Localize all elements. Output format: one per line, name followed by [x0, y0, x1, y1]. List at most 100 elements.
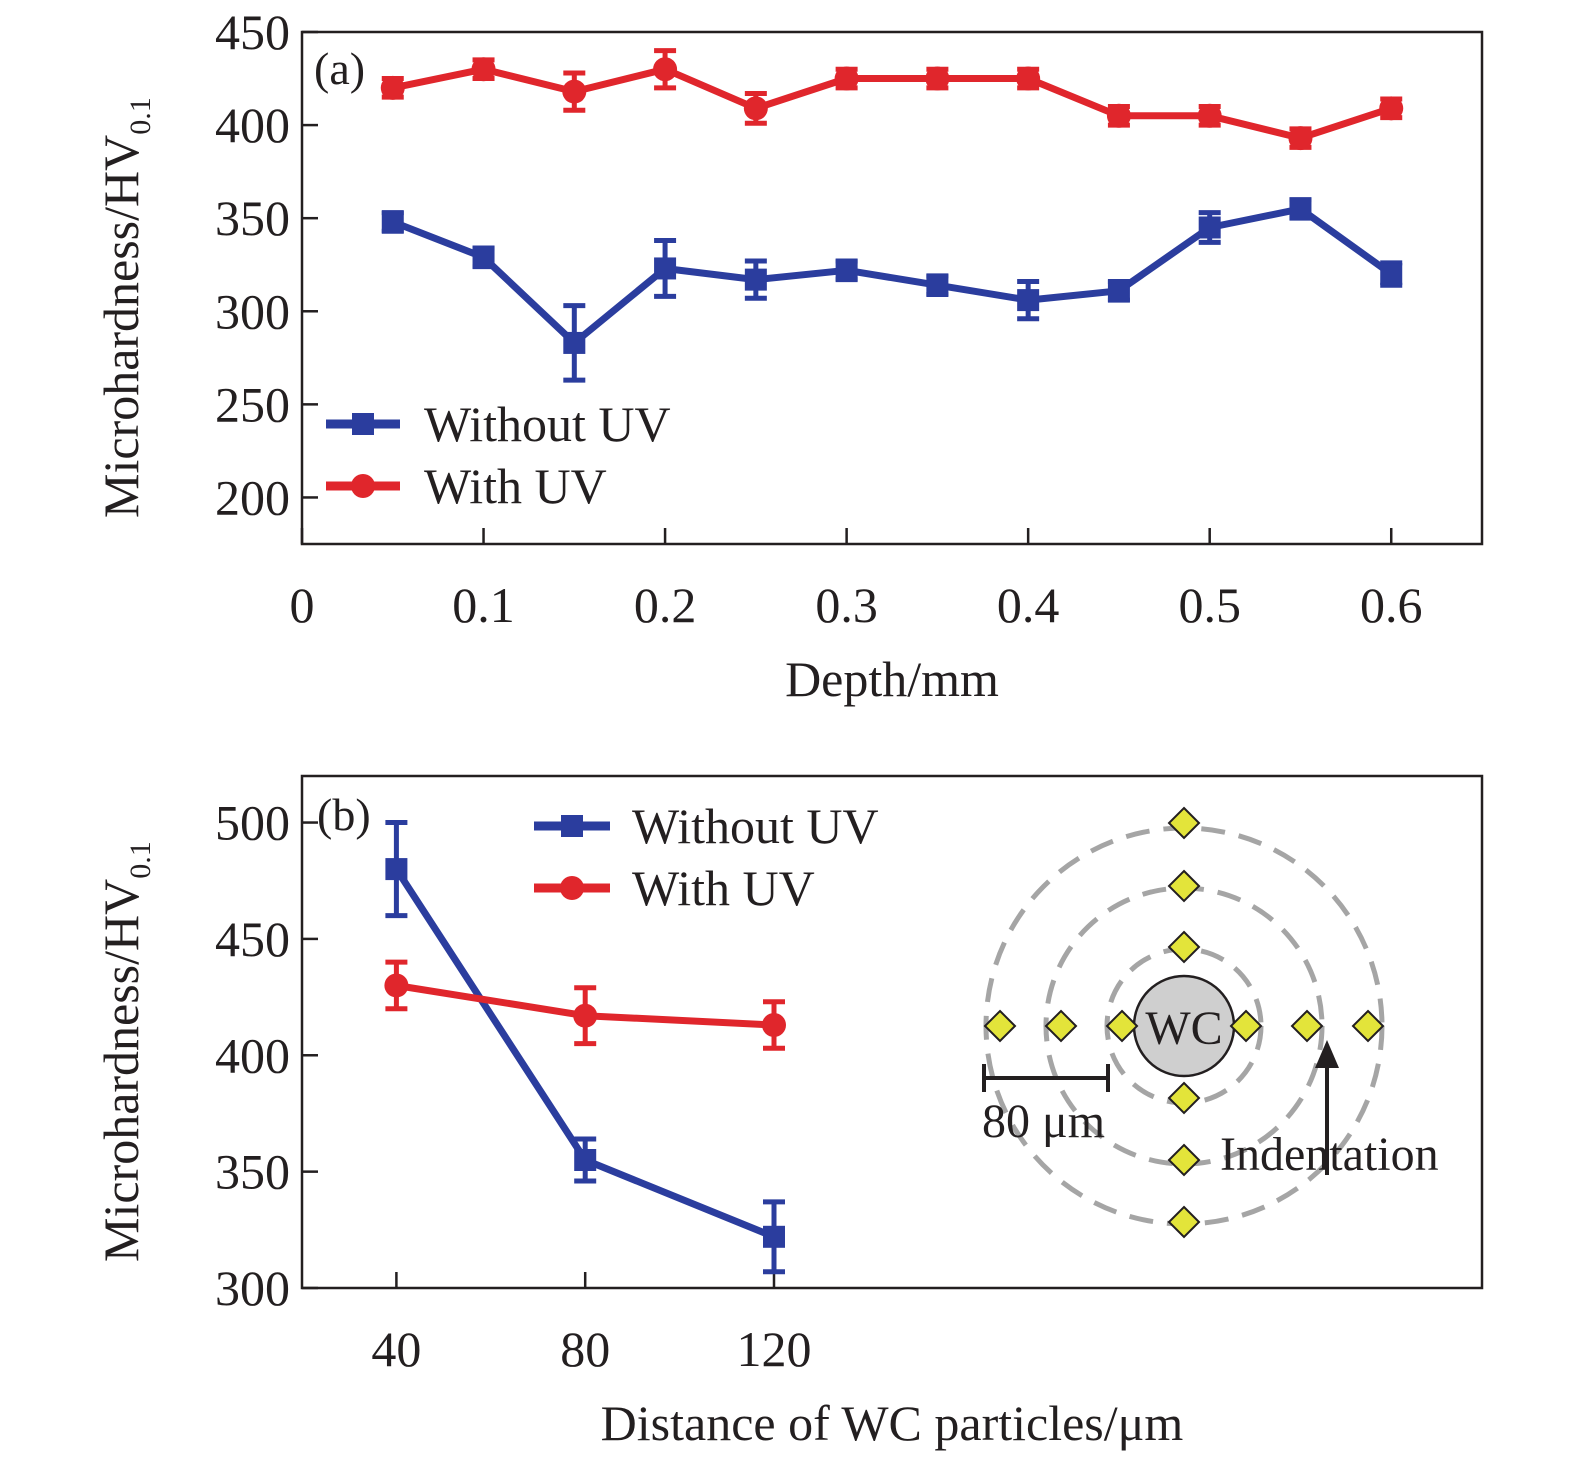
- a-x-tick-label: 0.4: [997, 577, 1060, 633]
- b-point-without-uv: [763, 1225, 785, 1248]
- a-point-with-uv: [653, 57, 678, 82]
- b-legend-without-uv-marker: [561, 815, 583, 837]
- a-legend: Without UV With UV: [326, 396, 671, 514]
- inset-indentation-marker: [1167, 869, 1201, 903]
- inset-indentation-label: Indentation: [1220, 1128, 1439, 1181]
- a-point-with-uv: [834, 66, 859, 91]
- a-point-without-uv: [1380, 263, 1403, 286]
- a-y-axis-label-sub: 0.1: [124, 97, 157, 135]
- a-x-ticks: 0 0.1 0.2 0.3 0.4 0.5 0.6: [290, 528, 1423, 633]
- a-y-tick-label: 250: [215, 376, 290, 432]
- a-point-with-uv: [743, 96, 768, 121]
- a-legend-with-uv-marker: [351, 474, 375, 498]
- a-point-without-uv: [472, 246, 495, 269]
- inset-indentation-marker: [1351, 1009, 1385, 1043]
- b-y-ticks: 300 350 400 450 500: [215, 795, 318, 1316]
- inset-scale-bar: [982, 1064, 1110, 1092]
- panel-b: 300 350 400 450 500 40 80 120 (b) Microhardnes…: [93, 774, 1484, 1451]
- b-y-tick-label: 300: [215, 1260, 290, 1316]
- inset-schematic: WC 80 μm Indentation: [982, 806, 1439, 1239]
- a-point-without-uv: [1017, 289, 1040, 312]
- a-point-with-uv: [1016, 66, 1041, 91]
- panel-a: 200 250 300 350 400 450 0 0.1 0.2 0.3 0.4 0.5 0.6 (…: [93, 4, 1484, 707]
- b-y-tick-label: 400: [215, 1027, 290, 1083]
- b-plot-frame: [300, 774, 1484, 1290]
- a-y-tick-label: 450: [215, 4, 290, 60]
- a-point-with-uv: [380, 75, 405, 100]
- a-x-tick-label: 0.2: [634, 577, 697, 633]
- inset-indentation-marker: [1167, 930, 1201, 964]
- b-point-without-uv: [385, 858, 408, 881]
- a-point-with-uv: [562, 79, 587, 104]
- inset-indentation-marker: [1044, 1009, 1078, 1043]
- a-point-without-uv: [835, 259, 858, 282]
- a-legend-without-uv-label: Without UV: [424, 396, 671, 452]
- b-x-tick-label: 80: [560, 1321, 610, 1377]
- a-point-without-uv: [744, 268, 767, 291]
- b-legend: Without UV With UV: [534, 798, 879, 916]
- inset-indentation-marker: [1167, 1143, 1201, 1177]
- b-x-tick-label: 40: [371, 1321, 421, 1377]
- inset-wc-label: WC: [1145, 1002, 1222, 1055]
- b-point-with-uv: [384, 973, 409, 998]
- inset-indentation-marker: [1290, 1009, 1324, 1043]
- b-y-axis-label: Microhardness/HV0.1: [93, 841, 157, 1262]
- a-point-with-uv: [1197, 103, 1222, 128]
- a-point-without-uv: [381, 210, 404, 233]
- a-point-without-uv: [1198, 216, 1221, 239]
- inset-indentation-marker: [1229, 1009, 1263, 1043]
- a-panel-label: (a): [314, 43, 365, 94]
- b-series-group: [384, 820, 786, 1275]
- a-line-with-uv: [392, 65, 1393, 142]
- inset-indentation-marker: [983, 1009, 1017, 1043]
- b-point-with-uv: [762, 1013, 786, 1038]
- a-x-tick-label: 0.3: [815, 577, 878, 633]
- a-point-without-uv: [1289, 197, 1312, 220]
- b-x-tick-label: 120: [737, 1321, 812, 1377]
- a-x-tick-label: 0.6: [1360, 577, 1423, 633]
- b-point-without-uv: [574, 1149, 597, 1171]
- a-y-tick-label: 400: [215, 97, 290, 153]
- inset-indentation-markers: [983, 806, 1385, 1239]
- inset-arrow: [1315, 1040, 1339, 1175]
- a-x-tick-label: 0: [290, 577, 315, 633]
- a-y-tick-label: 350: [215, 190, 290, 246]
- inset-indentation-marker: [1167, 1081, 1201, 1115]
- a-y-axis-label: Microhardness/HV0.1: [93, 97, 157, 518]
- a-point-with-uv: [1288, 126, 1313, 151]
- a-legend-without-uv-marker: [352, 413, 374, 435]
- inset-scale-label: 80 μm: [982, 1095, 1105, 1148]
- a-x-axis-label: Depth/mm: [785, 651, 999, 707]
- a-point-with-uv: [471, 57, 496, 82]
- b-y-tick-label: 500: [215, 795, 290, 851]
- b-legend-without-uv-label: Without UV: [632, 798, 879, 854]
- a-point-without-uv: [563, 331, 586, 354]
- a-point-with-uv: [925, 66, 950, 91]
- a-point-with-uv: [1106, 103, 1131, 128]
- b-y-tick-label: 350: [215, 1144, 290, 1200]
- a-y-ticks: 200 250 300 350 400 450: [215, 4, 318, 525]
- a-y-tick-label: 200: [215, 469, 290, 525]
- a-point-with-uv: [1379, 96, 1404, 121]
- inset-indentation-marker: [1105, 1009, 1139, 1043]
- a-line-without-uv: [391, 205, 1394, 347]
- a-series-group: [380, 48, 1404, 383]
- a-x-tick-label: 0.1: [452, 577, 515, 633]
- b-y-tick-label: 450: [215, 911, 290, 967]
- inset-indentation-marker: [1167, 1205, 1201, 1239]
- inset-indentation-marker: [1167, 806, 1201, 840]
- a-point-without-uv: [654, 257, 677, 280]
- a-point-without-uv: [926, 274, 949, 297]
- b-panel-label: (b): [317, 789, 371, 840]
- b-legend-with-uv-label: With UV: [632, 860, 815, 916]
- a-y-tick-label: 300: [215, 283, 290, 339]
- b-legend-with-uv-marker: [560, 876, 584, 900]
- b-x-ticks: 40 80 120: [371, 1272, 812, 1377]
- b-y-axis-label-sub: 0.1: [124, 841, 157, 879]
- b-point-with-uv: [573, 1003, 598, 1028]
- a-point-without-uv: [1107, 279, 1130, 302]
- a-plot-frame: [300, 30, 1484, 546]
- a-x-tick-label: 0.5: [1178, 577, 1241, 633]
- a-legend-with-uv-label: With UV: [424, 458, 607, 514]
